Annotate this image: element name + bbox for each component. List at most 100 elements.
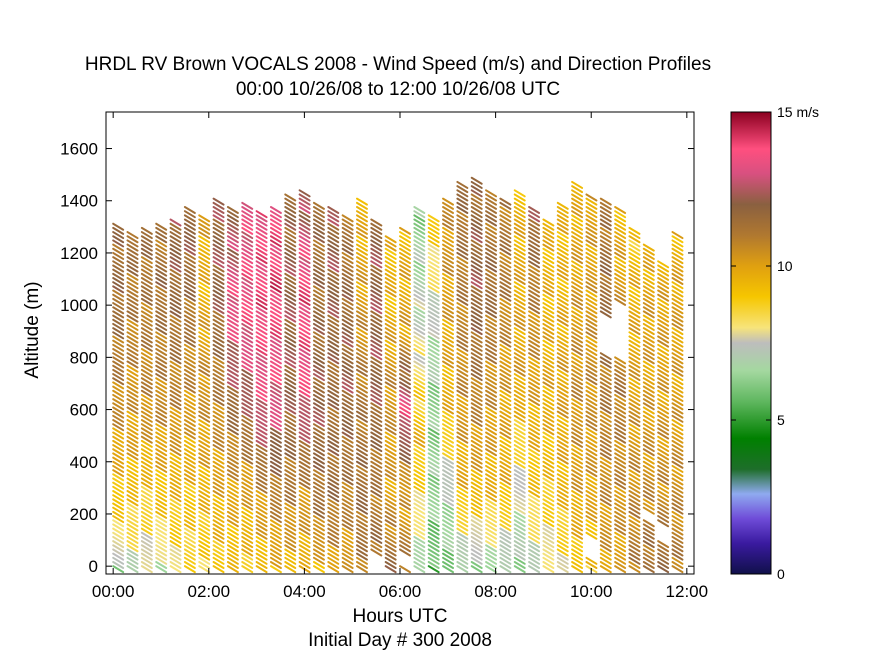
wind-barb bbox=[427, 494, 440, 503]
wind-barb bbox=[585, 335, 598, 344]
wind-barb bbox=[327, 515, 340, 524]
wind-barb bbox=[255, 439, 268, 448]
wind-barb bbox=[657, 410, 670, 419]
wind-barb bbox=[542, 419, 555, 427]
wind-barb bbox=[298, 189, 311, 198]
wind-barb bbox=[312, 260, 325, 269]
wind-barb bbox=[399, 423, 411, 432]
wind-barb bbox=[628, 335, 641, 344]
wind-barb bbox=[642, 256, 655, 265]
wind-barb bbox=[126, 343, 139, 352]
wind-barb bbox=[198, 231, 211, 240]
wind-barb bbox=[140, 540, 153, 549]
wind-barb bbox=[442, 515, 455, 524]
wind-barb bbox=[312, 485, 325, 494]
wind-profile bbox=[599, 197, 612, 574]
wind-barb bbox=[413, 452, 426, 461]
wind-barb bbox=[341, 414, 354, 423]
wind-barb bbox=[442, 256, 455, 265]
wind-barb bbox=[355, 297, 368, 306]
wind-barb bbox=[140, 264, 153, 273]
wind-barb bbox=[671, 494, 684, 503]
wind-barb bbox=[528, 297, 541, 306]
wind-barb bbox=[399, 247, 411, 256]
wind-barb bbox=[585, 419, 598, 427]
wind-barb bbox=[585, 339, 598, 348]
wind-barb bbox=[470, 427, 483, 436]
wind-barb bbox=[599, 406, 612, 415]
wind-barb bbox=[628, 502, 641, 511]
wind-barb bbox=[284, 368, 297, 377]
wind-barb bbox=[571, 544, 584, 553]
wind-barb bbox=[456, 548, 469, 557]
wind-barb bbox=[183, 264, 196, 273]
wind-barb bbox=[585, 260, 598, 269]
wind-barb bbox=[599, 439, 612, 448]
wind-barb bbox=[298, 256, 311, 265]
wind-barb bbox=[155, 410, 168, 419]
wind-profile bbox=[355, 197, 368, 574]
wind-barb bbox=[657, 473, 670, 482]
wind-barb bbox=[169, 540, 182, 549]
wind-barb bbox=[298, 510, 311, 519]
wind-barb bbox=[556, 502, 569, 511]
wind-barb bbox=[585, 406, 598, 415]
wind-barb bbox=[399, 368, 411, 377]
wind-barb bbox=[499, 473, 512, 482]
wind-barb bbox=[413, 431, 426, 440]
wind-profile bbox=[384, 235, 397, 574]
wind-barb bbox=[628, 452, 641, 461]
wind-barb bbox=[298, 556, 311, 565]
wind-barb bbox=[671, 389, 684, 398]
wind-barb bbox=[657, 385, 670, 394]
wind-barb bbox=[614, 431, 627, 440]
wind-barb bbox=[284, 560, 297, 569]
wind-barb bbox=[671, 460, 684, 469]
wind-barb bbox=[226, 406, 239, 415]
wind-barb bbox=[112, 364, 125, 373]
wind-barb bbox=[327, 419, 340, 427]
wind-barb bbox=[269, 519, 282, 528]
wind-barb bbox=[212, 398, 225, 407]
wind-barb bbox=[126, 552, 139, 561]
wind-barb bbox=[169, 339, 182, 348]
wind-barb bbox=[671, 519, 684, 528]
wind-barb bbox=[212, 439, 225, 448]
wind-barb bbox=[628, 343, 641, 352]
wind-barb bbox=[614, 297, 627, 306]
wind-barb bbox=[112, 318, 125, 327]
wind-barb bbox=[427, 360, 440, 369]
wind-barb bbox=[556, 264, 569, 273]
wind-barb bbox=[657, 277, 670, 286]
wind-barb bbox=[513, 535, 526, 544]
wind-barb bbox=[499, 510, 512, 519]
wind-barb bbox=[241, 302, 254, 311]
wind-barb bbox=[528, 540, 541, 549]
wind-barb bbox=[284, 439, 297, 448]
wind-barb bbox=[499, 302, 512, 311]
wind-barb bbox=[470, 189, 483, 198]
wind-barb bbox=[657, 393, 670, 402]
wind-barb bbox=[614, 423, 627, 432]
wind-barb bbox=[571, 494, 584, 503]
wind-barb bbox=[298, 322, 311, 331]
wind-barb bbox=[499, 247, 512, 256]
wind-barb bbox=[226, 214, 239, 223]
wind-barb bbox=[642, 498, 655, 507]
wind-barb bbox=[112, 302, 125, 311]
wind-barb bbox=[657, 489, 670, 498]
wind-barb bbox=[198, 289, 211, 298]
wind-barb bbox=[614, 406, 627, 415]
wind-barb bbox=[657, 302, 670, 311]
wind-barb bbox=[241, 364, 254, 373]
wind-barb bbox=[427, 260, 440, 269]
wind-barb bbox=[614, 364, 627, 373]
wind-barb bbox=[485, 419, 498, 427]
wind-barb bbox=[226, 348, 239, 357]
wind-barb bbox=[628, 519, 641, 528]
wind-barb bbox=[341, 523, 354, 532]
wind-barb bbox=[155, 456, 168, 465]
wind-barb bbox=[327, 431, 340, 440]
wind-barb bbox=[212, 565, 225, 574]
wind-barb bbox=[542, 402, 555, 411]
